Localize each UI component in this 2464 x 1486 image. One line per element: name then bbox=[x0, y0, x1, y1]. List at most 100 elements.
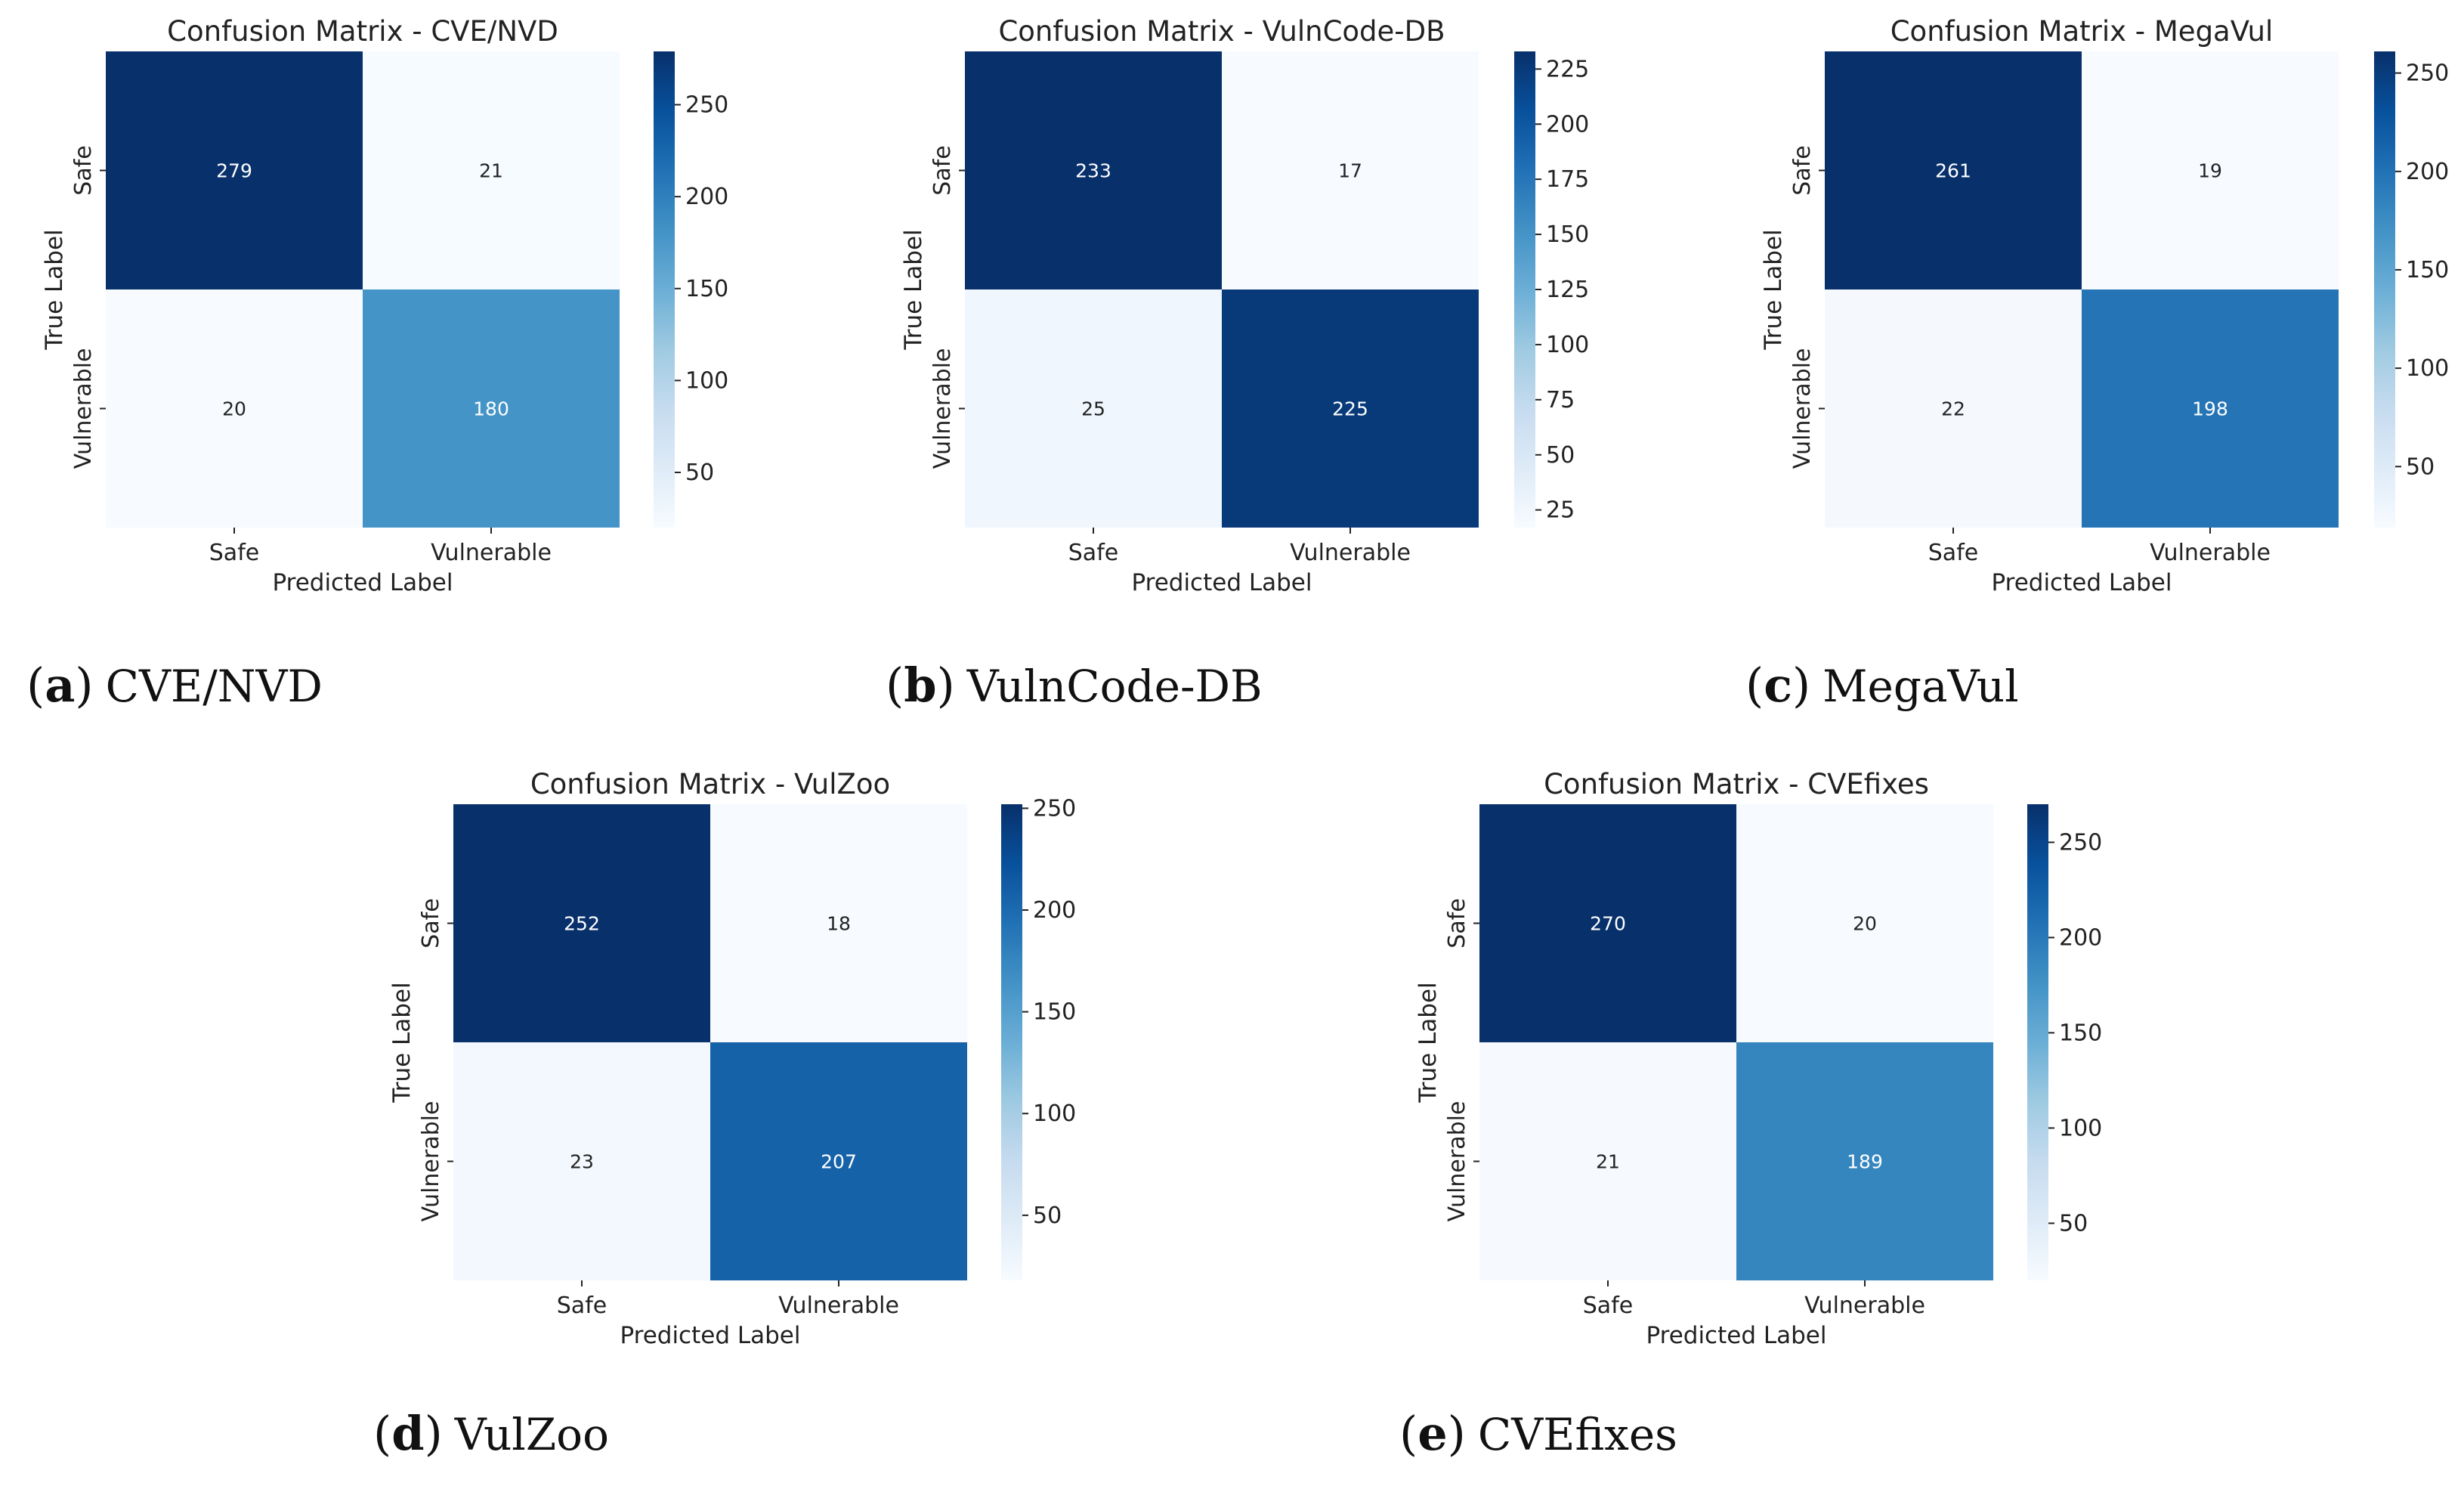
cell-value-label: 18 bbox=[827, 913, 851, 935]
cell-value-label: 21 bbox=[479, 160, 503, 182]
heatmap-cell bbox=[710, 1042, 967, 1280]
heatmap-cell bbox=[2082, 289, 2339, 528]
colorbar-tick-label: 50 bbox=[2059, 1210, 2088, 1237]
colorbar-tick-label: 50 bbox=[1546, 442, 1575, 469]
heatmap-cell bbox=[1825, 51, 2082, 289]
x-tick-label: Vulnerable bbox=[2150, 540, 2271, 566]
colorbar-tick-label: 200 bbox=[2059, 924, 2102, 951]
confusion-matrix-panel: Confusion Matrix - VulnCode-DB 233 17 25 225… bbox=[886, 15, 1589, 713]
y-axis-label: True Label bbox=[1760, 229, 1787, 350]
heatmap-cell bbox=[2082, 51, 2339, 289]
x-axis-label: Predicted Label bbox=[1991, 569, 2172, 596]
heatmap-cell bbox=[1736, 1042, 1993, 1280]
chart-title: Confusion Matrix - CVEfixes bbox=[1544, 768, 1929, 800]
heatmap-cell bbox=[1222, 51, 1479, 289]
heatmap-cell bbox=[363, 289, 620, 528]
subfigure-caption: (a) CVE/NVD bbox=[26, 658, 323, 713]
colorbar-tick-label: 200 bbox=[1033, 897, 1076, 924]
y-axis-label: True Label bbox=[41, 229, 68, 350]
confusion-matrix-panel: Confusion Matrix - CVEfixes 270 20 21 189 Saf… bbox=[1399, 768, 2102, 1461]
x-tick-label: Vulnerable bbox=[431, 540, 552, 566]
confusion-matrix-panel: Confusion Matrix - CVE/NVD 279 21 20 180 Safe… bbox=[26, 15, 728, 713]
cell-value-label: 22 bbox=[1941, 398, 1965, 420]
cell-value-label: 20 bbox=[1853, 913, 1877, 935]
x-tick-label: Vulnerable bbox=[1290, 540, 1411, 566]
heatmap-cell bbox=[965, 51, 1222, 289]
colorbar-tick-label: 250 bbox=[2059, 829, 2102, 856]
cell-value-label: 279 bbox=[216, 160, 252, 182]
subfigure-caption: (b) VulnCode-DB bbox=[886, 658, 1263, 713]
colorbar-tick-label: 200 bbox=[2406, 159, 2449, 185]
chart-title: Confusion Matrix - MegaVul bbox=[1891, 15, 2274, 48]
colorbar-tick-label: 250 bbox=[685, 92, 728, 119]
subfigure-caption: (e) CVEfixes bbox=[1399, 1406, 1677, 1461]
heatmap-cell bbox=[1479, 1042, 1736, 1280]
cell-value-label: 261 bbox=[1935, 160, 1971, 182]
colorbar-tick-label: 150 bbox=[1546, 221, 1589, 248]
x-tick-label: Safe bbox=[1583, 1293, 1633, 1319]
heatmap-cell bbox=[1825, 289, 2082, 528]
y-tick-label: Safe bbox=[70, 145, 97, 195]
x-tick-label: Safe bbox=[1928, 540, 1978, 566]
confusion-matrix-panel: Confusion Matrix - MegaVul 261 19 22 198 Safe… bbox=[1745, 15, 2449, 713]
y-tick-label: Vulnerable bbox=[70, 348, 97, 469]
colorbar-tick-label: 200 bbox=[685, 184, 728, 210]
chart-title: Confusion Matrix - VulZoo bbox=[530, 768, 890, 800]
cell-value-label: 189 bbox=[1847, 1151, 1883, 1173]
colorbar-tick-label: 200 bbox=[1546, 111, 1589, 138]
y-axis-label: True Label bbox=[388, 982, 416, 1103]
colorbar bbox=[2027, 804, 2048, 1280]
colorbar-tick-label: 100 bbox=[1546, 332, 1589, 358]
heatmap-cell bbox=[453, 804, 710, 1042]
chart-title: Confusion Matrix - CVE/NVD bbox=[167, 15, 558, 48]
colorbar bbox=[654, 51, 675, 528]
heatmap-cell bbox=[453, 1042, 710, 1280]
cell-value-label: 20 bbox=[222, 398, 246, 420]
cell-value-label: 198 bbox=[2192, 398, 2228, 420]
cell-value-label: 252 bbox=[564, 913, 600, 935]
y-tick-label: Safe bbox=[1444, 898, 1470, 948]
heatmap-cell bbox=[1479, 804, 1736, 1042]
y-tick-label: Vulnerable bbox=[1444, 1101, 1470, 1222]
colorbar-tick-label: 125 bbox=[1546, 277, 1589, 303]
colorbar-tick-label: 50 bbox=[1033, 1203, 1062, 1229]
colorbar-tick-label: 150 bbox=[1033, 999, 1076, 1026]
y-tick-label: Safe bbox=[1789, 145, 1816, 195]
heatmap-cell bbox=[1222, 289, 1479, 528]
colorbar-tick-label: 225 bbox=[1546, 56, 1589, 82]
cell-value-label: 233 bbox=[1075, 160, 1111, 182]
confusion-matrix-panel: Confusion Matrix - VulZoo 252 18 23 207 Safe V… bbox=[373, 768, 1076, 1461]
y-tick-label: Vulnerable bbox=[929, 348, 956, 469]
y-axis-label: True Label bbox=[900, 229, 927, 350]
heatmap-cell bbox=[710, 804, 967, 1042]
heatmap-cell bbox=[106, 289, 363, 528]
subfigure-caption: (d) VulZoo bbox=[373, 1406, 609, 1461]
heatmap-cell bbox=[363, 51, 620, 289]
x-tick-label: Safe bbox=[209, 540, 259, 566]
x-axis-label: Predicted Label bbox=[620, 1322, 800, 1349]
colorbar-tick-label: 50 bbox=[685, 460, 714, 486]
colorbar-tick-label: 100 bbox=[2059, 1115, 2102, 1141]
cell-value-label: 19 bbox=[2198, 160, 2222, 182]
y-tick-label: Vulnerable bbox=[1789, 348, 1816, 469]
cell-value-label: 17 bbox=[1338, 160, 1362, 182]
x-axis-label: Predicted Label bbox=[1646, 1322, 1826, 1349]
colorbar-tick-label: 100 bbox=[685, 367, 728, 394]
colorbar-tick-label: 100 bbox=[1033, 1101, 1076, 1127]
y-tick-label: Safe bbox=[418, 898, 444, 948]
colorbar bbox=[1001, 804, 1022, 1280]
heatmap-cell bbox=[106, 51, 363, 289]
colorbar-tick-label: 175 bbox=[1546, 166, 1589, 193]
x-tick-label: Vulnerable bbox=[1804, 1293, 1925, 1319]
x-axis-label: Predicted Label bbox=[1131, 569, 1312, 596]
y-tick-label: Safe bbox=[929, 145, 956, 195]
cell-value-label: 25 bbox=[1081, 398, 1105, 420]
y-tick-label: Vulnerable bbox=[418, 1101, 444, 1222]
cell-value-label: 180 bbox=[473, 398, 509, 420]
x-axis-label: Predicted Label bbox=[272, 569, 453, 596]
colorbar bbox=[1514, 51, 1535, 528]
colorbar-tick-label: 150 bbox=[2059, 1020, 2102, 1046]
subfigure-caption: (c) MegaVul bbox=[1745, 658, 2019, 713]
colorbar bbox=[2374, 51, 2395, 528]
